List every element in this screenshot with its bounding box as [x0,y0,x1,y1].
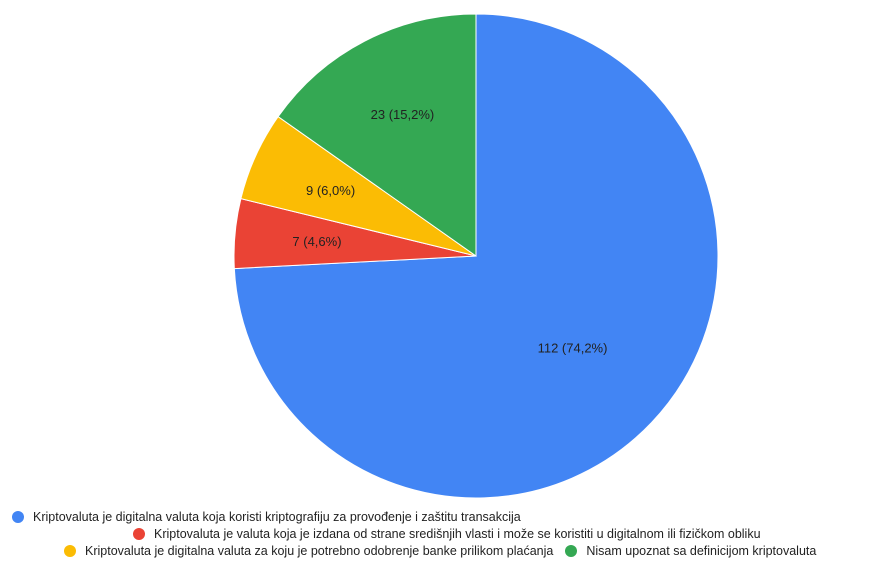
legend-row-3: Kriptovaluta je digitalna valuta za koju… [64,544,828,558]
legend-item-2[interactable]: Kriptovaluta je valuta koja je izdana od… [133,527,761,541]
legend-row-2: Kriptovaluta je valuta koja je izdana od… [133,527,773,541]
legend-swatch-2 [133,528,145,540]
legend-item-4[interactable]: Nisam upoznat sa definicijom kriptovalut… [565,544,816,558]
legend-row-1: Kriptovaluta je digitalna valuta koja ko… [12,510,533,524]
slice-data-label-3: 9 (6,0%) [306,183,355,198]
legend-label-1: Kriptovaluta je digitalna valuta koja ko… [33,510,521,524]
legend-item-3[interactable]: Kriptovaluta je digitalna valuta za koju… [64,544,553,558]
legend-swatch-1 [12,511,24,523]
legend-label-2: Kriptovaluta je valuta koja je izdana od… [154,527,761,541]
slice-data-label-4: 23 (15,2%) [371,107,435,122]
legend-label-4: Nisam upoznat sa definicijom kriptovalut… [586,544,817,558]
pie-slice-4[interactable] [277,13,477,257]
slice-data-label-2: 7 (4,6%) [292,234,341,249]
legend-item-1[interactable]: Kriptovaluta je digitalna valuta koja ko… [12,510,521,524]
legend-swatch-4 [565,545,578,557]
legend-label-3: Kriptovaluta je digitalna valuta za koju… [85,544,554,558]
slice-data-label-1: 112 (74,2%) [538,341,608,356]
legend-swatch-3 [64,545,76,557]
